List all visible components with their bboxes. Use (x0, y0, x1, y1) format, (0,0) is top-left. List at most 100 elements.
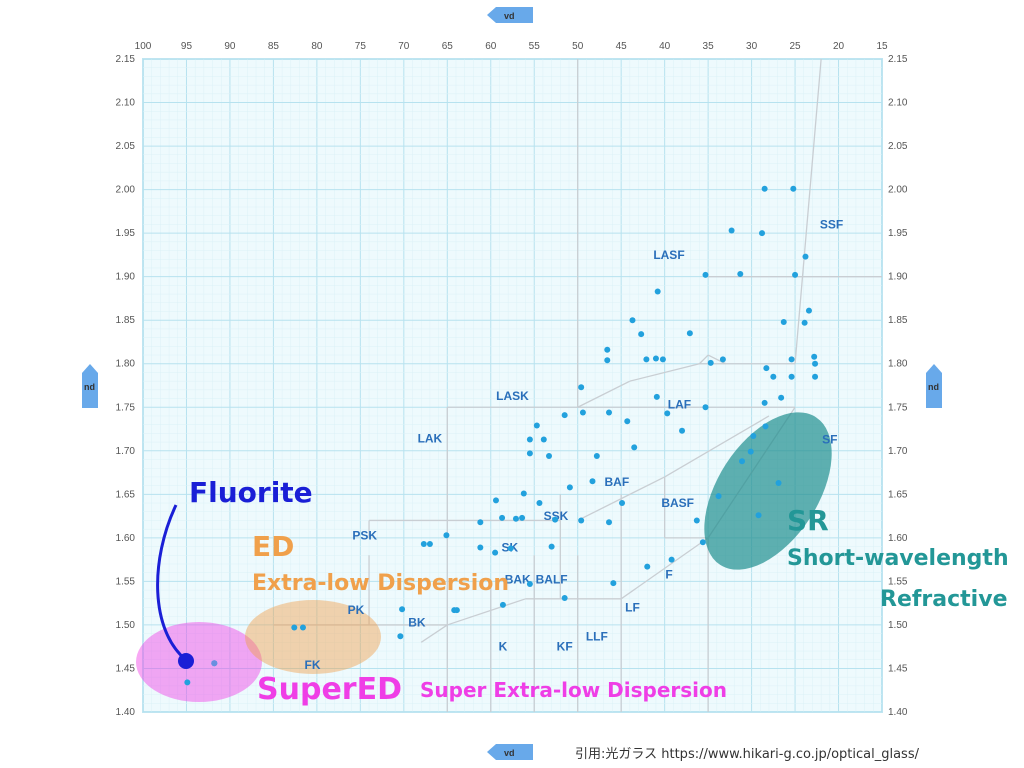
data-point (499, 514, 506, 521)
data-points (184, 185, 819, 686)
plot-area (142, 58, 883, 713)
ed-subtext: Extra-low Dispersion (252, 571, 509, 596)
data-point (610, 580, 617, 587)
data-point (619, 500, 626, 507)
data-point (624, 418, 631, 425)
region-label: K (499, 640, 508, 654)
region-label: SF (822, 432, 837, 446)
data-point (761, 185, 768, 192)
region-label: PSK (352, 528, 377, 542)
left-axis-label: nd (84, 382, 95, 392)
y-tick-label-right: 2.15 (888, 54, 908, 65)
data-point (512, 515, 519, 522)
data-point (519, 514, 526, 521)
data-point (719, 356, 726, 363)
data-point (737, 271, 744, 278)
data-point (184, 679, 191, 686)
data-point (654, 288, 661, 295)
data-point (652, 355, 659, 362)
data-point (520, 490, 527, 497)
data-point (801, 319, 808, 326)
data-point (778, 394, 785, 401)
left-axis-badge: nd (82, 364, 98, 408)
x-tick-label-top: 100 (135, 41, 152, 52)
y-tick-label-right: 1.70 (888, 446, 908, 457)
y-tick-label-right: 1.50 (888, 620, 908, 631)
data-point (659, 356, 666, 363)
x-tick-label-top: 85 (268, 41, 280, 52)
y-tick-label-left: 1.90 (116, 272, 136, 283)
data-point (761, 399, 768, 406)
sr-subtext-line1: Short-wavelength (787, 546, 1009, 571)
data-point (477, 544, 484, 551)
data-point (453, 607, 460, 614)
region-boundary-line (447, 598, 526, 626)
x-tick-label-top: 50 (572, 41, 584, 52)
sr-highlight-ellipse (704, 412, 832, 570)
data-point (533, 422, 540, 429)
region-boundary-line (794, 58, 822, 364)
data-point (664, 410, 671, 417)
region-label: F (665, 567, 672, 581)
data-point (788, 373, 795, 380)
data-point (644, 563, 651, 570)
grid-lines (142, 58, 883, 713)
ed-label: ED (252, 530, 294, 563)
data-point (604, 357, 611, 364)
data-point (606, 519, 613, 526)
region-label: LLF (586, 629, 608, 643)
y-tick-label-right: 1.45 (888, 663, 908, 674)
data-point (526, 581, 533, 588)
y-tick-label-left: 1.70 (116, 446, 136, 457)
data-point (536, 500, 543, 507)
y-tick-label-right: 1.85 (888, 315, 908, 326)
data-point (507, 545, 514, 552)
top-axis-badge: vd (487, 7, 533, 23)
region-label: PK (348, 603, 365, 617)
data-point (420, 540, 427, 547)
region-label: LF (625, 601, 640, 615)
x-tick-label-top: 95 (181, 41, 193, 52)
x-tick-label-top: 65 (442, 41, 454, 52)
supered-label: SuperED (257, 672, 402, 707)
region-boundary-line (577, 380, 631, 408)
data-point (679, 427, 686, 434)
data-point (477, 519, 484, 526)
y-tick-label-left: 2.15 (116, 54, 136, 65)
data-point (788, 356, 795, 363)
data-point (589, 478, 596, 485)
y-tick-label-left: 1.95 (116, 228, 136, 239)
data-point (792, 271, 799, 278)
data-point (780, 318, 787, 325)
x-tick-label-top: 40 (659, 41, 671, 52)
region-label: BAF (604, 475, 629, 489)
data-point (604, 346, 611, 353)
axis-ticks: 100 95 90 85 80 75 70 65 60 55 50 45 40 35 30 25 20 15 1.4… (116, 41, 908, 718)
y-tick-label-right: 1.55 (888, 576, 908, 587)
data-point (492, 497, 499, 504)
data-point (211, 660, 218, 667)
x-tick-label-top: 35 (703, 41, 715, 52)
data-point (790, 185, 797, 192)
data-point (775, 480, 782, 487)
region-boundary-line (620, 537, 709, 600)
data-point (762, 423, 769, 430)
data-point (693, 517, 700, 524)
data-point (702, 271, 709, 278)
data-point (668, 556, 675, 563)
right-axis-label: nd (928, 382, 939, 392)
data-point (811, 353, 818, 360)
data-point (291, 624, 298, 631)
y-tick-label-left: 1.80 (116, 359, 136, 370)
y-tick-label-left: 1.85 (116, 315, 136, 326)
top-axis-label: vd (504, 11, 515, 21)
data-point (499, 601, 506, 608)
data-point (399, 606, 406, 613)
x-tick-label-top: 70 (398, 41, 410, 52)
y-tick-label-right: 1.65 (888, 489, 908, 500)
supered-subtext: Super Extra-low Dispersion (420, 678, 727, 702)
data-point (552, 516, 559, 523)
data-point (802, 253, 809, 260)
y-tick-label-right: 1.60 (888, 533, 908, 544)
data-point (750, 432, 757, 439)
